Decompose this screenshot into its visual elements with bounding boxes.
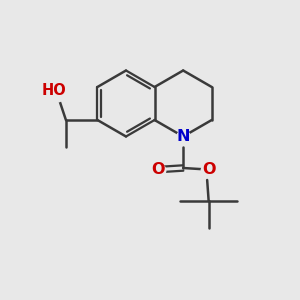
Text: HO: HO [41,83,66,98]
Text: N: N [176,129,190,144]
Text: O: O [202,162,215,177]
Text: O: O [151,162,164,177]
